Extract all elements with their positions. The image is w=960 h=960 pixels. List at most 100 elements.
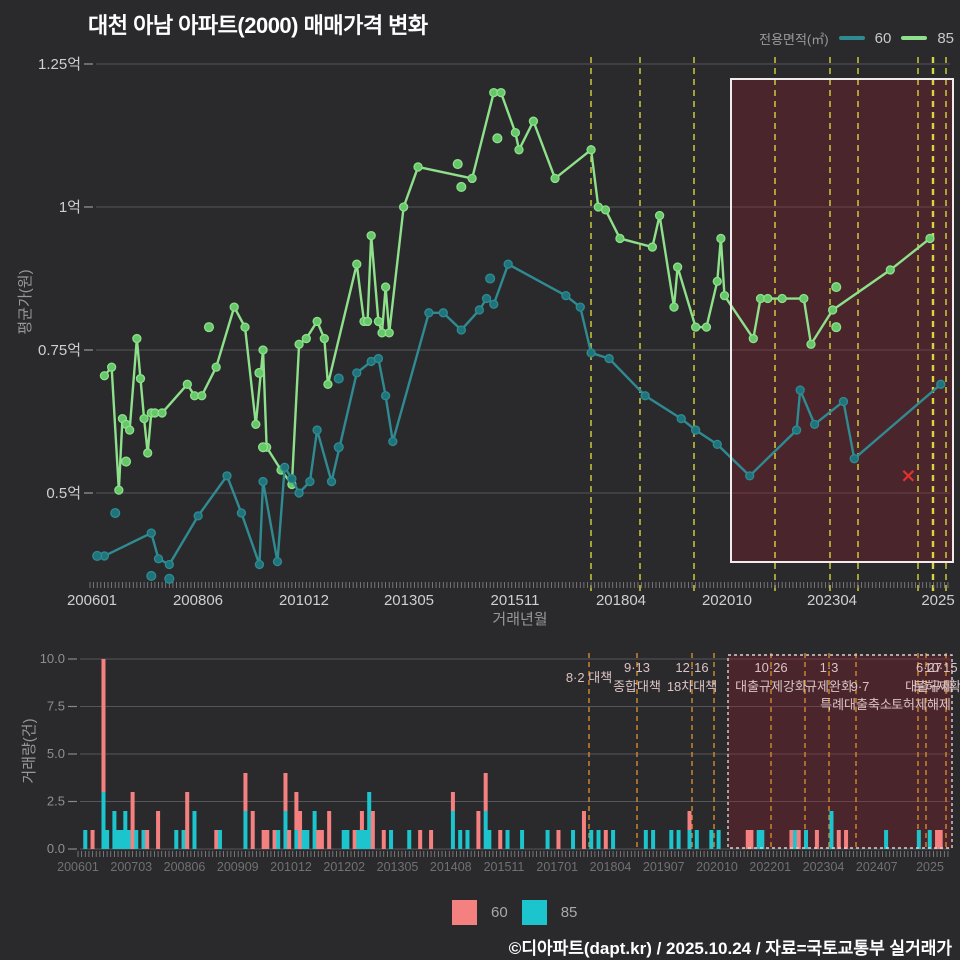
volume-bar-60 — [796, 830, 801, 849]
volume-xtick-label: 200703 — [110, 860, 152, 874]
price-ytick-label: 0.5억 — [46, 485, 81, 502]
volume-xtick-label: 202010 — [696, 860, 738, 874]
price-point-60 — [438, 308, 448, 318]
price-point-60 — [586, 348, 596, 358]
price-point-85 — [885, 265, 895, 275]
price-xtick-label: 201305 — [384, 592, 434, 609]
legend-volume-series: 60 85 — [452, 900, 577, 925]
volume-ytick-label: 0.0 — [47, 841, 65, 856]
price-point-85 — [799, 293, 809, 304]
price-point-85 — [600, 205, 611, 215]
volume-xtick-label: 2025 — [916, 860, 944, 874]
price-point-60 — [287, 474, 297, 484]
policy-annotation: 10·15 — [924, 660, 957, 675]
volume-bar-85 — [294, 830, 299, 849]
price-point-85 — [763, 293, 773, 304]
volume-bar-85 — [123, 811, 128, 849]
price-point-60 — [254, 559, 265, 570]
price-point-85 — [748, 333, 758, 344]
price-ytick-label: 0.75억 — [38, 342, 81, 359]
price-point-60 — [153, 554, 164, 564]
volume-bar-60 — [250, 811, 255, 849]
volume-bar-60 — [476, 811, 481, 849]
price-point-60 — [272, 556, 283, 567]
policy-annotation: 9·7 — [851, 679, 870, 694]
volume-bar-60 — [130, 792, 135, 849]
volume-bar-60 — [359, 811, 364, 830]
volume-bar-85 — [676, 830, 681, 849]
volume-bar-85 — [181, 830, 186, 849]
price-point-60 — [424, 308, 434, 318]
price-point-85 — [827, 305, 838, 315]
volume-bar-60 — [156, 811, 161, 849]
volume-bar-85 — [407, 830, 412, 849]
volume-bar-85 — [305, 830, 310, 849]
volume-ytick-label: 7.5 — [47, 699, 65, 714]
volume-bar-85 — [760, 830, 765, 849]
recent-period-highlight-volume — [728, 655, 952, 848]
price-point-60 — [503, 259, 513, 269]
legend-bar-swatch-60 — [452, 900, 477, 925]
volume-xtick-label: 200806 — [164, 860, 206, 874]
policy-annotation: 18차대책 — [667, 679, 717, 694]
price-point-85 — [615, 233, 625, 244]
volume-bar-60 — [418, 830, 423, 849]
price-point-60 — [791, 425, 802, 435]
volume-bar-60 — [429, 830, 434, 849]
price-point-60 — [849, 454, 859, 464]
price-point-60 — [222, 471, 232, 481]
price-point-85 — [258, 345, 268, 355]
policy-annotation: 10·26 — [754, 660, 787, 675]
volume-bar-85 — [643, 830, 648, 849]
price-point-60 — [809, 419, 820, 430]
volume-xtick-label: 201804 — [590, 860, 632, 874]
recent-period-highlight-volume-border — [727, 654, 953, 849]
volume-xtick-label: 202407 — [856, 860, 898, 874]
volume-bar-85 — [101, 792, 106, 849]
price-point-85 — [496, 87, 506, 98]
volume-xtick-label: 201202 — [323, 860, 365, 874]
price-point-60 — [305, 476, 315, 487]
price-xtick-label: 200806 — [173, 592, 223, 609]
legend-bar-label-85: 85 — [560, 904, 578, 921]
volume-bar-60 — [745, 830, 750, 849]
price-point-85 — [690, 322, 701, 332]
volume-bar-85 — [119, 830, 124, 849]
policy-annotation: 토허제해제 — [891, 697, 951, 712]
price-lone-point-85 — [492, 133, 503, 144]
price-lone-point-60 — [92, 550, 103, 561]
price-point-85 — [586, 145, 596, 155]
price-point-60 — [312, 425, 322, 435]
price-point-85 — [925, 233, 935, 244]
price-point-85 — [514, 145, 524, 155]
price-point-85 — [352, 259, 362, 269]
price-point-85 — [712, 276, 722, 287]
price-point-85 — [240, 322, 250, 332]
price-point-60 — [561, 291, 571, 301]
price-point-85 — [139, 413, 149, 424]
price-point-85 — [114, 485, 124, 495]
volume-bar-60 — [556, 830, 561, 849]
price-point-85 — [373, 316, 384, 327]
volume-bar-85 — [687, 830, 692, 849]
price-point-85 — [362, 316, 373, 327]
volume-xtick-label: 202304 — [803, 860, 845, 874]
volume-bar-85 — [363, 830, 368, 849]
volume-bar-85 — [520, 830, 525, 849]
price-point-85 — [294, 339, 304, 349]
price-point-85 — [229, 302, 239, 312]
price-yaxis-title: 평균가(원) — [17, 269, 34, 334]
price-point-85 — [143, 448, 153, 458]
volume-bar-60 — [261, 830, 266, 849]
volume-bar-85 — [884, 830, 889, 849]
price-point-85 — [719, 291, 730, 301]
volume-bar-60 — [935, 830, 940, 849]
policy-annotation: 1·3 — [820, 660, 839, 675]
volume-bar-85 — [116, 830, 121, 849]
price-point-85 — [654, 210, 665, 221]
volume-bar-60 — [272, 830, 277, 849]
price-lone-point-85 — [121, 456, 132, 467]
price-point-60 — [258, 476, 268, 487]
price-point-85 — [251, 419, 261, 430]
volume-bar-85 — [112, 811, 117, 849]
